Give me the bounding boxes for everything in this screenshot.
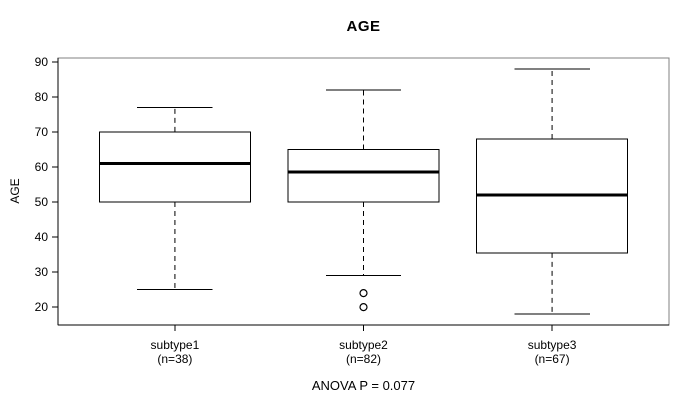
y-tick-label: 40 bbox=[34, 230, 48, 245]
category-name: subtype3 bbox=[527, 338, 577, 352]
y-tick-label: 60 bbox=[34, 159, 48, 174]
x-axis-label: subtype3 (n=67) bbox=[482, 338, 622, 366]
y-tick-label: 70 bbox=[34, 124, 48, 139]
y-tick-label: 80 bbox=[34, 89, 48, 104]
y-tick-label: 50 bbox=[34, 195, 48, 209]
category-count: (n=82) bbox=[345, 352, 382, 366]
y-tick-label: 90 bbox=[34, 54, 48, 69]
outlier-point bbox=[359, 303, 368, 312]
category-name: subtype2 bbox=[339, 338, 388, 352]
category-count: (n=67) bbox=[534, 352, 570, 366]
outlier-point bbox=[359, 289, 368, 298]
x-axis-label: subtype2 (n=82) bbox=[294, 338, 434, 366]
y-tick-label: 20 bbox=[34, 300, 48, 315]
chart-title: AGE bbox=[346, 18, 381, 35]
iqr-box bbox=[98, 131, 251, 203]
anova-annotation: ANOVA P = 0.077 bbox=[311, 378, 416, 393]
iqr-box bbox=[287, 148, 440, 203]
category-name: subtype1 bbox=[150, 338, 200, 352]
y-tick-label: 30 bbox=[34, 265, 48, 280]
category-count: (n=38) bbox=[157, 352, 193, 366]
x-axis-label: subtype1 (n=38) bbox=[105, 338, 245, 366]
